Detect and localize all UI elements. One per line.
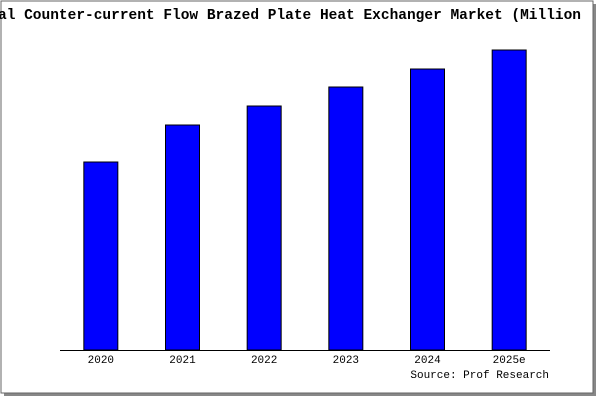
bar (491, 49, 527, 351)
x-tick-label: 2025e (493, 355, 526, 367)
x-tick-label: 2020 (88, 355, 114, 367)
bar (246, 105, 282, 351)
x-tick-label: 2024 (414, 355, 441, 367)
x-tick-label: 2021 (169, 355, 196, 367)
bar (83, 161, 119, 351)
chart-title: al Counter-current Flow Brazed Plate Hea… (0, 8, 581, 24)
x-tick-label: 2023 (333, 355, 359, 367)
source-note: Source: Prof Research (410, 370, 549, 382)
bar (410, 68, 445, 351)
bar (328, 86, 364, 351)
x-tick-label: 2022 (251, 355, 277, 367)
bar (165, 124, 200, 351)
